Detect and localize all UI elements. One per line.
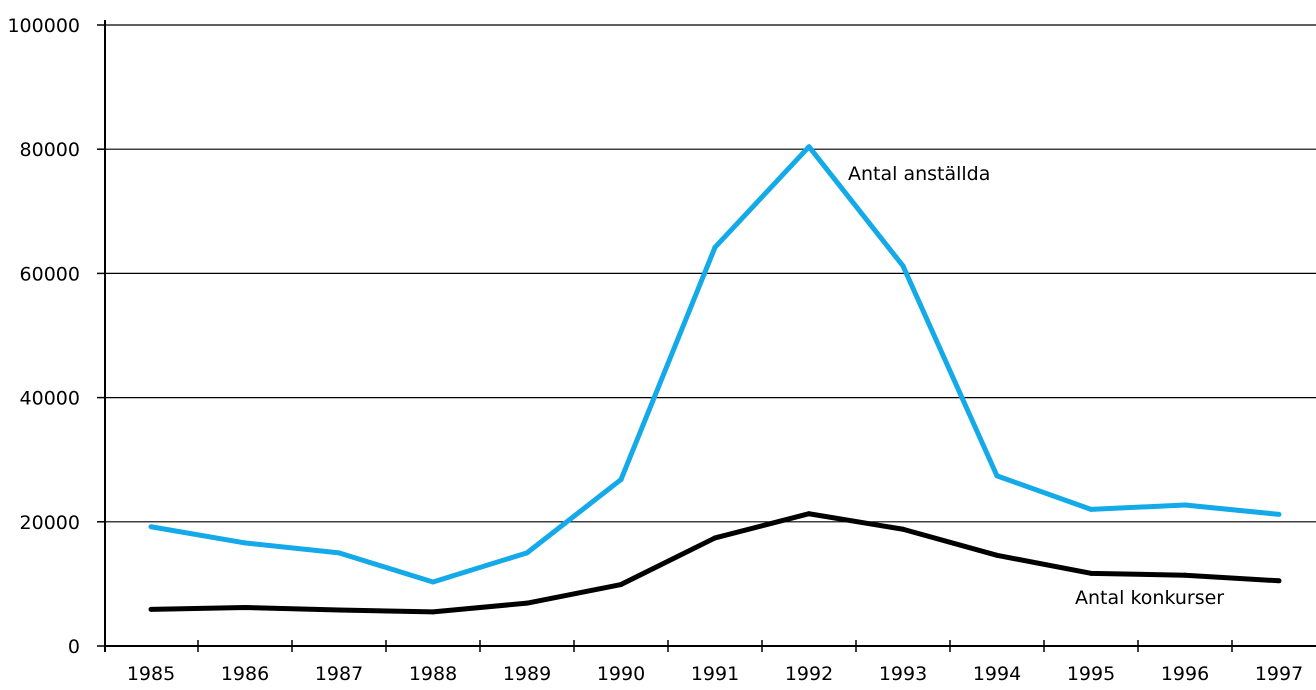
data-point [994, 473, 1000, 479]
y-tick-label: 20000 [20, 512, 80, 534]
data-point [1182, 502, 1188, 508]
data-point [900, 526, 906, 532]
data-point [1182, 572, 1188, 578]
y-tick-label: 40000 [20, 388, 80, 410]
x-tick-label: 1996 [1161, 663, 1209, 685]
series-labels: Antal anställda Antal konkurser [848, 163, 1224, 609]
data-point [148, 606, 154, 612]
data-point [994, 552, 1000, 558]
x-tick-label: 1993 [879, 663, 927, 685]
data-point [242, 604, 248, 610]
data-point [430, 609, 436, 615]
y-tick-label: 0 [68, 636, 80, 658]
x-tick-label: 1991 [691, 663, 739, 685]
data-point [900, 263, 906, 269]
y-tick-labels: 0 20000 40000 60000 80000 100000 [7, 15, 80, 658]
data-point [430, 579, 436, 585]
data-point [336, 607, 342, 613]
data-point [806, 511, 812, 517]
data-point [1276, 578, 1282, 584]
x-tick-label: 1997 [1255, 663, 1303, 685]
data-point [242, 540, 248, 546]
data-point [1276, 511, 1282, 517]
series-label: Antal konkurser [1075, 587, 1224, 609]
x-tick-label: 1985 [127, 663, 175, 685]
series-line-0 [150, 144, 1280, 585]
y-tick-label: 60000 [20, 263, 80, 285]
data-point [1088, 506, 1094, 512]
data-point [524, 600, 530, 606]
x-tick-label: 1990 [597, 663, 645, 685]
gridlines [105, 24, 1316, 647]
data-point [1088, 570, 1094, 576]
data-point [806, 144, 812, 150]
y-tick-label: 80000 [20, 139, 80, 161]
data-point [712, 244, 718, 250]
x-tick-label: 1992 [785, 663, 833, 685]
data-point [618, 477, 624, 483]
x-tick-label: 1988 [409, 663, 457, 685]
series-lines [148, 144, 1282, 615]
series-label: Antal anställda [848, 163, 990, 185]
data-point [336, 550, 342, 556]
x-tick-label: 1994 [973, 663, 1021, 685]
x-tick-label: 1995 [1067, 663, 1115, 685]
data-point [712, 535, 718, 541]
data-point [148, 524, 154, 530]
x-tick-label: 1987 [315, 663, 363, 685]
x-tick-label: 1989 [503, 663, 551, 685]
data-point [618, 582, 624, 588]
y-tick-label: 100000 [7, 15, 80, 37]
data-point [524, 550, 530, 556]
x-tick-label: 1986 [221, 663, 269, 685]
axes [97, 20, 1316, 652]
x-tick-labels: 1985 1986 1987 1988 1989 1990 1991 1992 1993 1994… [127, 663, 1303, 685]
